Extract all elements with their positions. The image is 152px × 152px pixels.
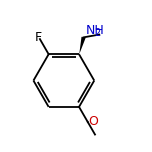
- Text: NH: NH: [85, 24, 104, 37]
- Text: O: O: [88, 115, 98, 128]
- Text: 2: 2: [95, 28, 101, 38]
- Polygon shape: [79, 37, 86, 54]
- Text: F: F: [35, 31, 42, 44]
